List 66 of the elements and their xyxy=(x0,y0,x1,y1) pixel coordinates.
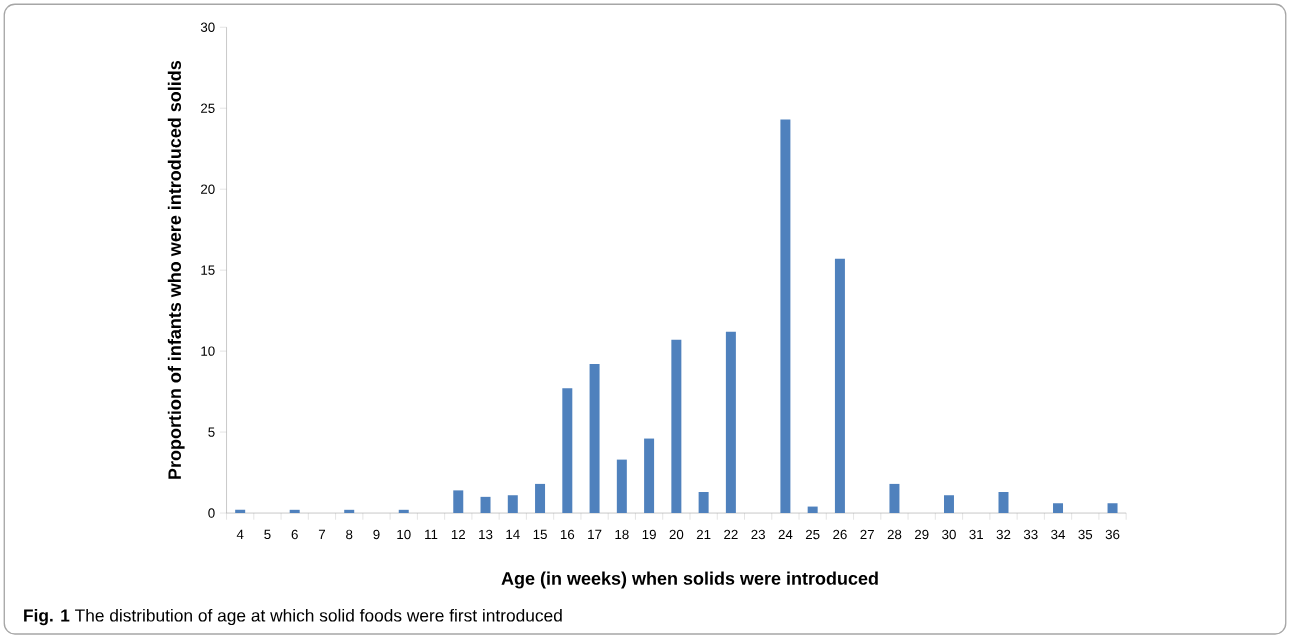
x-tick-label: 15 xyxy=(533,529,547,539)
x-tick-label: 29 xyxy=(914,529,929,540)
bar xyxy=(616,459,627,513)
x-tick-label: 27 xyxy=(860,529,874,539)
x-tick-label: 28 xyxy=(887,529,902,540)
x-tick-label: 24 xyxy=(778,529,793,539)
x-tick-label: 33 xyxy=(1023,529,1038,540)
bar xyxy=(725,331,736,513)
bar xyxy=(344,509,355,513)
x-tick-label: 35 xyxy=(1078,529,1093,540)
bar xyxy=(889,483,900,513)
x-tick-label: 25 xyxy=(805,529,820,540)
x-tick-label: 7 xyxy=(318,529,325,539)
x-tick-label: 18 xyxy=(615,529,629,540)
bar xyxy=(1053,503,1064,513)
x-tick-label: 6 xyxy=(291,529,298,540)
x-tick-label: 9 xyxy=(373,529,380,540)
y-tick-label: 5 xyxy=(208,427,215,437)
x-tick-label: 32 xyxy=(996,529,1011,540)
x-tick-label: 34 xyxy=(1051,529,1066,540)
y-tick-label: 15 xyxy=(201,265,215,275)
x-tick-label: 30 xyxy=(942,529,956,540)
x-tick-label: 11 xyxy=(425,529,438,539)
y-tick-label: 20 xyxy=(201,184,215,194)
y-tick-label: 25 xyxy=(201,103,215,113)
bar xyxy=(807,506,818,513)
bar xyxy=(535,483,546,513)
bar xyxy=(698,491,709,513)
y-tick-label: 30 xyxy=(200,22,215,32)
y-tick-label: 10 xyxy=(201,346,215,356)
bar xyxy=(289,509,300,513)
bar xyxy=(780,119,791,513)
x-tick-label: 17 xyxy=(588,529,602,539)
x-tick-label: 26 xyxy=(833,529,847,540)
x-tick-label: 13 xyxy=(479,529,493,540)
bar xyxy=(671,339,682,513)
x-tick-label: 21 xyxy=(696,529,711,539)
bar xyxy=(480,496,491,513)
x-tick-label: 4 xyxy=(236,529,244,539)
bar xyxy=(1107,503,1118,513)
text: Fig. 1 The distribution of age at which solid foods were first introduced xyxy=(24,608,562,625)
x-tick-label: 36 xyxy=(1105,529,1120,540)
y-axis-title: Proportion of infants who were introduced solids xyxy=(167,60,185,479)
x-tick-label: 5 xyxy=(264,529,271,539)
bar xyxy=(589,363,600,513)
x-tick-label: 8 xyxy=(346,529,353,540)
bar xyxy=(644,438,655,513)
x-tick-label: 19 xyxy=(642,529,656,540)
bar xyxy=(562,388,573,513)
bar xyxy=(507,495,518,513)
bar xyxy=(453,490,464,513)
bar xyxy=(398,509,409,513)
x-tick-label: 12 xyxy=(451,529,466,539)
x-tick-label: 23 xyxy=(751,529,765,540)
x-tick-label: 22 xyxy=(724,529,738,539)
x-tick-label: 10 xyxy=(397,529,411,540)
x-tick-label: 14 xyxy=(506,529,520,539)
bar xyxy=(998,491,1009,513)
x-tick-label: 31 xyxy=(969,529,983,540)
x-tick-label: 16 xyxy=(560,529,575,540)
bar xyxy=(834,258,845,513)
x-tick-label: 20 xyxy=(669,529,684,540)
y-tick-label: 0 xyxy=(208,508,215,518)
bar xyxy=(235,509,246,513)
bar xyxy=(943,495,954,513)
x-axis-title: Age (in weeks) when solids were introduced xyxy=(501,571,878,589)
